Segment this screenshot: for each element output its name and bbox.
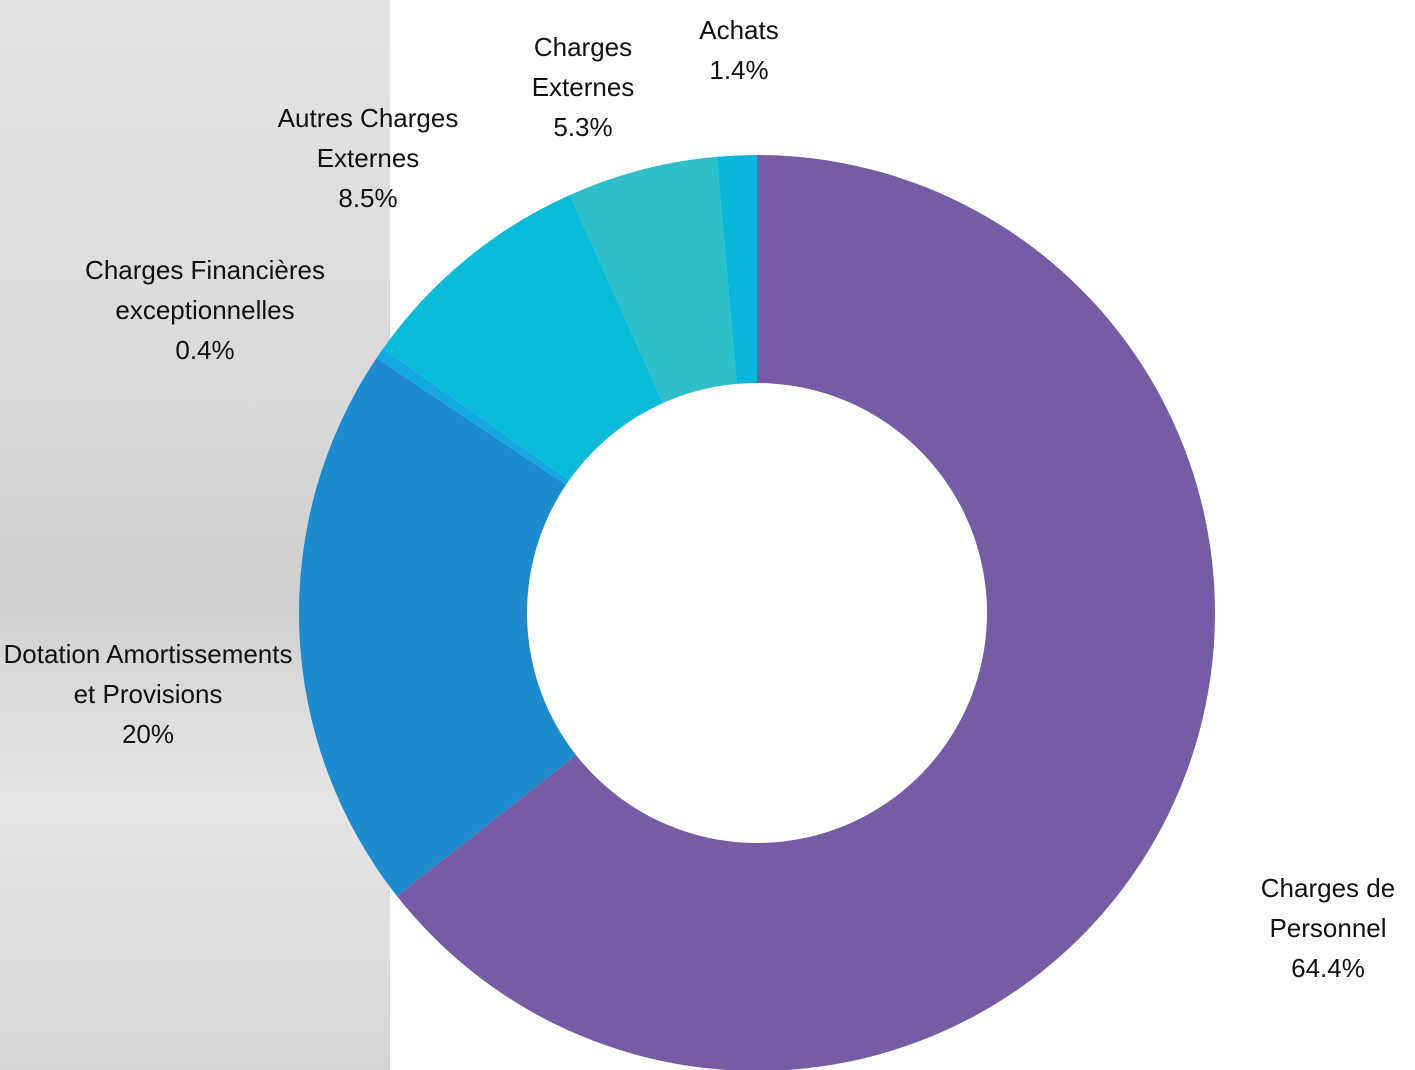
value-label: 0.4% (175, 335, 235, 365)
slice-label: Dotation Amortissements et Provisions 20% (3, 634, 293, 754)
value-label: 8.5% (338, 183, 398, 213)
category-label: Achats (699, 15, 779, 45)
donut-slice (716, 155, 757, 384)
donut-slice (396, 155, 1215, 1070)
category-label: Charges Financières exceptionnelles (85, 255, 325, 325)
slice-label: Charges Externes 5.3% (518, 27, 648, 147)
value-label: 5.3% (553, 112, 613, 142)
category-label: Dotation Amortissements et Provisions (3, 639, 293, 709)
donut-slice (376, 348, 570, 485)
value-label: 1.4% (709, 55, 769, 85)
value-label: 64.4% (1291, 953, 1365, 983)
slice-label: Charges Financières exceptionnelles 0.4% (55, 250, 355, 370)
donut-slice (569, 156, 737, 404)
category-label: Charges Externes (531, 32, 635, 102)
donut-slice (299, 357, 577, 896)
value-label: 20% (121, 719, 175, 749)
slice-label: Achats 1.4% (679, 10, 799, 90)
donut-slice (383, 194, 664, 481)
category-label: Autres Charges Externes (277, 103, 459, 173)
slice-label: Autres Charges Externes 8.5% (253, 98, 483, 218)
slice-label: Charges de Personnel 64.4% (1248, 868, 1408, 988)
category-label: Charges de Personnel (1260, 873, 1396, 943)
